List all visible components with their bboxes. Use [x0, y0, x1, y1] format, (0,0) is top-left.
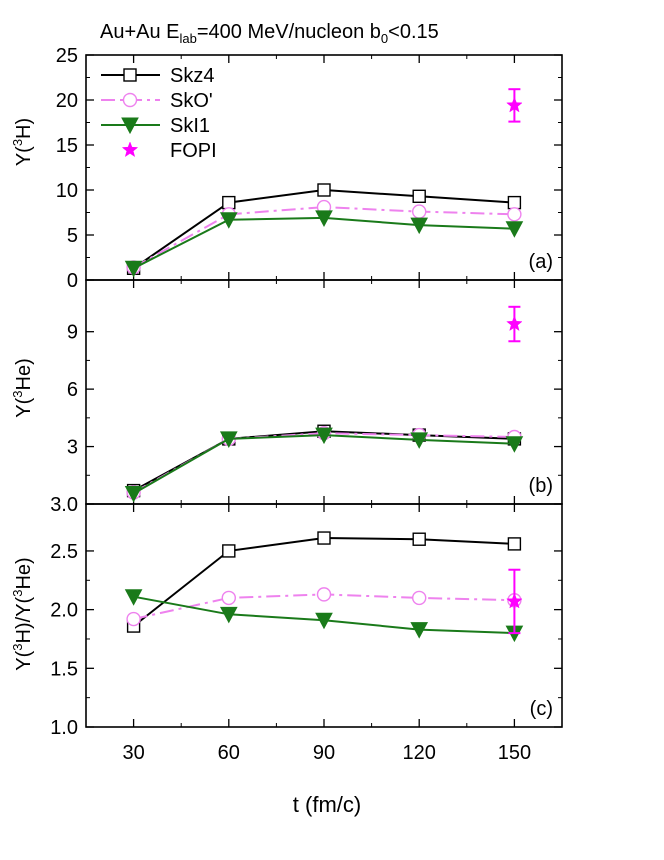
y-tick-label: 10 — [56, 180, 78, 202]
x-tick-label: 120 — [403, 742, 436, 764]
y-axis-label-part: H)/Y( — [13, 596, 35, 643]
data-point — [222, 544, 236, 558]
legend-marker — [121, 141, 139, 158]
y-axis-label-part: 3 — [10, 590, 25, 597]
panel-frame — [85, 54, 563, 281]
data-point — [315, 612, 333, 630]
legend-label: SkI1 — [170, 115, 210, 137]
data-point — [222, 195, 236, 210]
legend-item: Skz4 — [101, 65, 214, 87]
x-tick-label: 150 — [498, 742, 531, 764]
series-SkI1 — [124, 427, 524, 503]
data-point — [126, 611, 141, 627]
experiment-FOPI — [506, 88, 523, 123]
legend-marker — [121, 117, 139, 135]
data-point — [507, 537, 522, 551]
data-point — [219, 606, 238, 624]
experiment-point — [506, 96, 523, 113]
legend-item: SkI1 — [101, 115, 210, 137]
x-tick-label: 90 — [313, 742, 335, 764]
y-tick-label: 9 — [67, 322, 78, 344]
data-point — [507, 207, 522, 222]
legend-item: FOPI — [121, 140, 217, 162]
experiment-FOPI — [506, 305, 523, 343]
y-tick-label: 5 — [67, 225, 78, 247]
figure-title: Au+Au Elab=400 MeV/nucleon b0<0.15 — [100, 21, 439, 46]
data-point — [505, 221, 524, 238]
data-point — [505, 436, 524, 453]
panel-label: (c) — [530, 698, 553, 720]
legend-label: Skz4 — [170, 65, 214, 87]
legend-label: FOPI — [170, 140, 217, 162]
y-axis-label-part: 3 — [10, 391, 25, 398]
y-tick-label: 25 — [56, 45, 78, 67]
y-axis-label: Y(3H) — [10, 118, 35, 166]
y-axis-label: Y(3He) — [10, 358, 35, 417]
x-axis-label: t (fm/c) — [293, 792, 361, 817]
data-point — [219, 212, 238, 229]
series-SkI1 — [124, 210, 524, 278]
y-tick-label: 1.5 — [50, 658, 78, 680]
legend: Skz4 SkO' SkI1 FOPI — [101, 65, 217, 162]
data-point — [507, 195, 522, 210]
data-point — [219, 431, 238, 448]
y-axis-label-part: Y( — [13, 397, 35, 417]
panels: 0510152025Y(3H)(a)Skz4SkO'SkI1FOPI3.0369… — [10, 45, 563, 764]
data-point — [412, 532, 426, 546]
y-axis-label-part: He) — [13, 358, 35, 390]
data-point — [315, 210, 333, 227]
panel-label: (b) — [529, 475, 553, 497]
experiment-point — [506, 315, 523, 332]
y-tick-label: 2.5 — [50, 541, 78, 563]
experiment-point — [506, 592, 523, 609]
data-point — [124, 260, 143, 278]
panel-label: (a) — [529, 251, 553, 273]
y-tick-label: 0 — [67, 270, 78, 292]
data-point — [412, 189, 426, 204]
legend-marker — [122, 92, 138, 108]
data-point — [221, 590, 237, 606]
y-tick-label: 3 — [67, 437, 78, 459]
data-point — [410, 622, 429, 639]
y-axis-label-part: 3 — [10, 139, 25, 146]
series-line — [133, 206, 515, 269]
legend-marker — [123, 68, 137, 82]
y-axis-label: Y(3H)/Y(3He) — [10, 557, 35, 670]
y-tick-label: 15 — [56, 135, 78, 157]
data-point — [315, 427, 333, 445]
x-tick-label: 30 — [122, 742, 144, 764]
series-SkO' — [126, 587, 522, 627]
legend-item: SkO' — [101, 90, 213, 112]
y-axis-label-part: 3 — [10, 643, 25, 650]
panel-1: 0 5 10 15 20 25 Y(3H) (a) Skz4 SkO' SkI1 FOPI — [10, 45, 563, 292]
data-point — [316, 587, 332, 602]
data-point — [410, 217, 429, 235]
legend-label: SkO' — [170, 90, 213, 112]
panel-frame — [85, 279, 563, 505]
x-tick-label: 60 — [218, 742, 240, 764]
data-point — [410, 432, 429, 449]
data-point — [412, 204, 427, 219]
y-axis-label-part: He) — [13, 557, 35, 589]
data-point — [412, 590, 427, 606]
y-tick-label: 2.0 — [50, 600, 78, 622]
y-tick-label: 6 — [67, 379, 78, 401]
series-line — [133, 432, 515, 494]
y-axis-label-part: H) — [13, 118, 35, 139]
y-tick-label: 20 — [56, 90, 78, 112]
experiment-FOPI — [506, 568, 523, 635]
y-axis-label-part: Y( — [13, 650, 35, 670]
data-point — [124, 485, 143, 503]
y-tick-label: 3.0 — [50, 494, 78, 516]
data-point — [124, 589, 143, 606]
y-axis-label-part: Y( — [13, 146, 35, 166]
data-point — [317, 183, 331, 197]
data-point — [317, 531, 331, 545]
series-Skz4 — [126, 183, 522, 275]
y-tick-label: 1.0 — [50, 717, 78, 739]
